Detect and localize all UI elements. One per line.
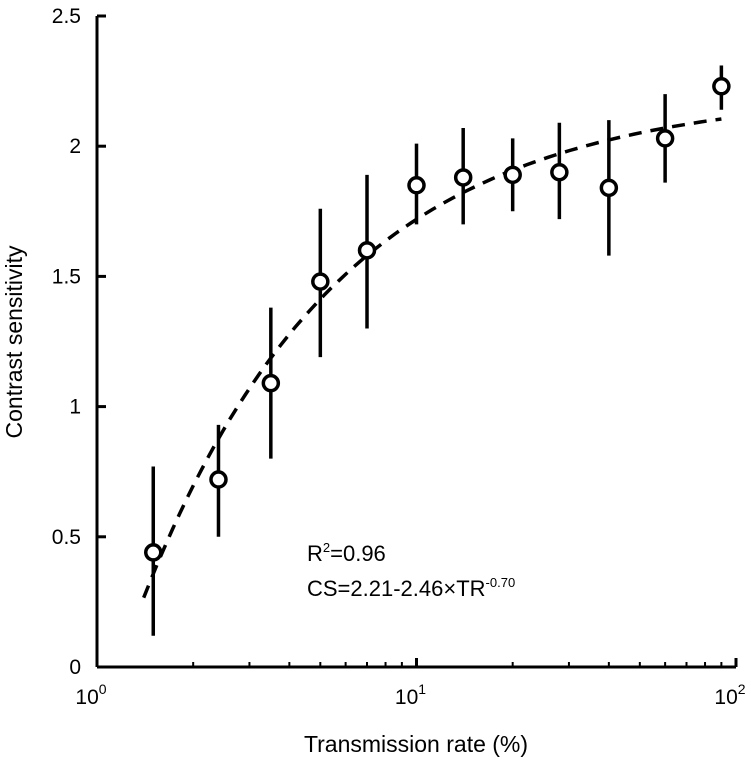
y-axis-title: Contrast sensitivity: [1, 245, 27, 439]
data-point-marker: [209, 470, 228, 489]
x-tick-exponent: 0: [99, 681, 107, 697]
fit-equation-exponent: -0.70: [486, 575, 516, 590]
y-tick-label: 0: [69, 656, 81, 679]
x-tick-exponent: 2: [738, 681, 746, 697]
markers: [144, 77, 731, 562]
x-tick-label: 102: [714, 681, 745, 709]
error-bars: [151, 65, 724, 636]
axes: [95, 16, 736, 669]
x-tick-base: 10: [714, 686, 737, 709]
y-tick-label: 0.5: [52, 526, 81, 549]
x-tick-label: 100: [75, 681, 106, 709]
x-tick-label: 101: [395, 681, 426, 709]
fit-equation-annotation: CS=2.21-2.46×TR-0.70: [307, 575, 515, 601]
fit-equation-text: CS=2.21-2.46×TR: [307, 576, 486, 601]
data-point-marker: [144, 543, 163, 562]
data-point-marker: [550, 162, 569, 182]
data-point-marker: [655, 129, 675, 148]
data-point-marker: [407, 176, 426, 195]
data-point-marker: [599, 178, 619, 198]
data-point-marker: [357, 241, 377, 260]
y-tick-label: 1: [69, 396, 81, 419]
r-squared-annotation: R2=0.96: [307, 540, 386, 566]
x-tick-base: 10: [75, 686, 98, 709]
data-point-marker: [311, 272, 330, 291]
r-squared-symbol: R: [307, 541, 323, 566]
y-tick-label: 2.5: [52, 5, 81, 28]
x-tick-exponent: 1: [418, 681, 426, 697]
x-tick-base: 10: [395, 686, 418, 709]
x-axis-title: Transmission rate (%): [304, 731, 528, 757]
data-point-marker: [261, 373, 281, 393]
data-point-marker: [712, 77, 731, 96]
data-point-marker: [453, 168, 473, 187]
y-tick-label: 1.5: [52, 265, 81, 288]
x-ticks: 100 101 102: [75, 658, 746, 709]
y-ticks: 0 0.5 1 1.5 2 2.5: [52, 5, 106, 679]
fit-curve: [142, 117, 722, 599]
data-point-marker: [503, 165, 522, 185]
r-squared-value: =0.96: [330, 541, 386, 566]
y-tick-label: 2: [69, 135, 81, 158]
r-squared-superscript: 2: [323, 540, 330, 555]
